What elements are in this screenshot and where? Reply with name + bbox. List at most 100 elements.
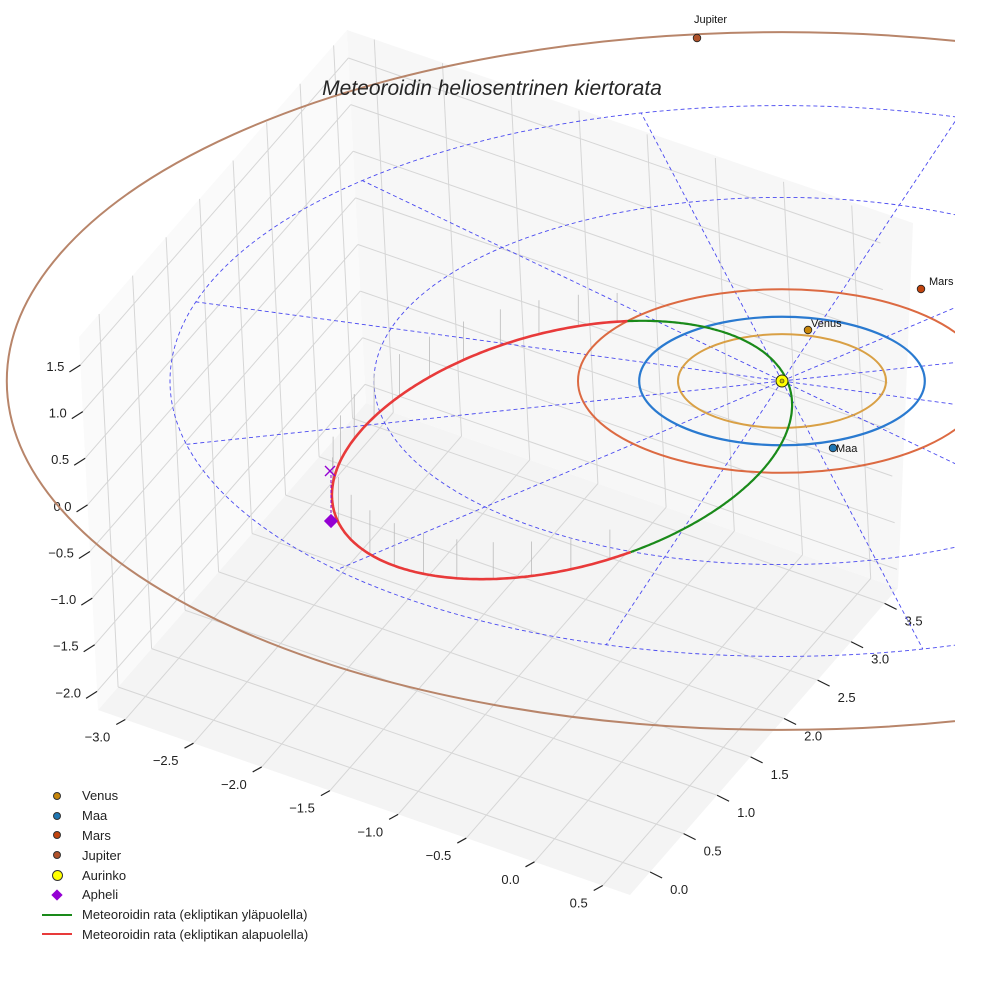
tick-label-z: −2.0 — [55, 685, 81, 700]
tick-label-y: 2.0 — [804, 728, 822, 743]
left-pane — [79, 30, 366, 710]
grid-line-x — [397, 507, 667, 815]
ecliptic-spoke — [336, 380, 783, 571]
grid-line-y — [285, 494, 818, 681]
grid-line-x-back — [373, 39, 394, 413]
legend-label: Venus — [82, 788, 119, 804]
grid-line-z-back — [355, 197, 888, 384]
tick-z — [71, 411, 84, 420]
legend-dot — [53, 851, 61, 860]
tick-label-z: −0.5 — [48, 545, 74, 560]
back-pane — [347, 30, 913, 588]
grid-line-x — [124, 412, 394, 720]
planet-venus — [803, 325, 813, 335]
aphelion-projection-marker — [324, 465, 336, 477]
grid-line-z-back — [350, 104, 883, 291]
legend-dot — [53, 791, 61, 800]
legend-line — [42, 933, 72, 936]
tick-z — [78, 550, 91, 559]
legend-line — [42, 913, 72, 916]
grid-line-z-left — [87, 197, 356, 506]
tick-x — [388, 813, 399, 820]
grid-line-y-left — [266, 122, 287, 496]
planet-jupiter — [692, 33, 702, 43]
tick-labels: −3.0 −2.5 −2.0 −1.5 −1.0 −0.5 0.0 0.5 0.0 0.5 1.0 1… — [46, 359, 922, 911]
grid-line-y — [251, 533, 785, 719]
grid-line-y-left — [98, 313, 119, 688]
legend-label: Jupiter — [82, 847, 122, 863]
tick-label-x: −0.5 — [426, 848, 452, 863]
tick-z — [76, 504, 88, 513]
grid-line-y-left — [333, 45, 354, 419]
grid-line-y — [151, 648, 684, 835]
tick-label-x: 0.0 — [501, 872, 519, 887]
tick-label-z: 0.0 — [53, 499, 71, 514]
legend-label: Meteoroidin rata (ekliptikan alapuolella… — [82, 926, 309, 942]
tick-y — [850, 641, 864, 649]
legend-item: Venus — [40, 786, 308, 806]
planet-label-jupiter: Jupiter — [694, 14, 727, 26]
chart-title: Meteoroidin heliosentrinen kiertorata — [322, 77, 662, 100]
tick-label-x: −3.0 — [85, 729, 111, 744]
tick-label-z: 1.0 — [49, 406, 67, 421]
ecliptic-spoke — [781, 380, 924, 650]
grid-line-z-left — [91, 290, 361, 599]
grid-line-x — [602, 578, 872, 886]
grid-line-x-back — [783, 181, 804, 555]
tick-z — [85, 690, 98, 699]
ecliptic-spoke — [781, 380, 955, 465]
floor-pane — [98, 403, 898, 895]
grid-line-x — [329, 483, 599, 791]
grid-line-x-back — [441, 63, 462, 437]
legend-label: Meteoroidin rata (ekliptikan yläpuolella… — [82, 907, 308, 923]
grid-line-z-left — [89, 244, 359, 552]
tick-x — [593, 884, 604, 892]
ecliptic-spoke — [186, 380, 783, 445]
legend-label: Mars — [82, 827, 111, 843]
tick-label-x: −1.0 — [357, 824, 383, 839]
tick-y — [716, 794, 730, 802]
tick-y — [750, 756, 763, 764]
aphelion-marker — [323, 513, 339, 529]
grid-line-y — [117, 686, 651, 873]
trajectory-below — [330, 319, 632, 581]
grid-line-z-back — [362, 337, 895, 524]
legend-label: Apheli — [82, 887, 119, 903]
legend: Venus Maa Mars Jupiter Aurinko Apheli Meteoroi… — [40, 786, 308, 944]
tick-label-y: 1.0 — [737, 805, 755, 820]
tick-marks — [69, 364, 897, 892]
legend-marker — [40, 933, 74, 936]
planet-label-venus: Venus — [811, 318, 842, 330]
legend-label: Aurinko — [82, 867, 127, 883]
legend-item: Maa — [40, 806, 308, 826]
grid-line-z-left — [80, 57, 349, 366]
planet-mars — [916, 284, 926, 294]
grid-line-z-left — [96, 384, 366, 692]
grid-line-z-back — [364, 383, 898, 570]
ecliptic-spoke — [781, 362, 955, 382]
tick-label-x: 0.5 — [570, 896, 588, 911]
orbit-venus — [676, 333, 888, 429]
ecliptic-spoke — [781, 120, 955, 382]
planet-orbits — [6, 31, 955, 731]
tick-label-y: 1.5 — [771, 767, 789, 782]
tick-y — [649, 871, 663, 879]
tick-label-z: −1.5 — [53, 639, 79, 654]
meteoroid-trajectory — [330, 319, 794, 581]
sun-core — [779, 378, 785, 384]
tick-y — [683, 833, 696, 841]
tick-label-y: 3.0 — [871, 652, 889, 667]
legend-diamond — [51, 889, 63, 901]
legend-dot — [53, 831, 61, 840]
legend-item: Meteoroidin rata (ekliptikan alapuolella… — [40, 925, 308, 945]
grid-line-x — [534, 554, 803, 863]
legend-label: Maa — [82, 808, 108, 824]
tick-label-y: 0.0 — [670, 882, 688, 897]
legend-marker — [40, 831, 74, 840]
markers: Venus Maa Mars Jupiter — [323, 14, 954, 529]
grid-line-y-left — [165, 237, 186, 611]
grid-line-y — [184, 609, 718, 796]
tick-label-x: −1.5 — [289, 801, 315, 816]
legend-item: Mars — [40, 826, 308, 846]
trajectory-above — [627, 319, 794, 554]
